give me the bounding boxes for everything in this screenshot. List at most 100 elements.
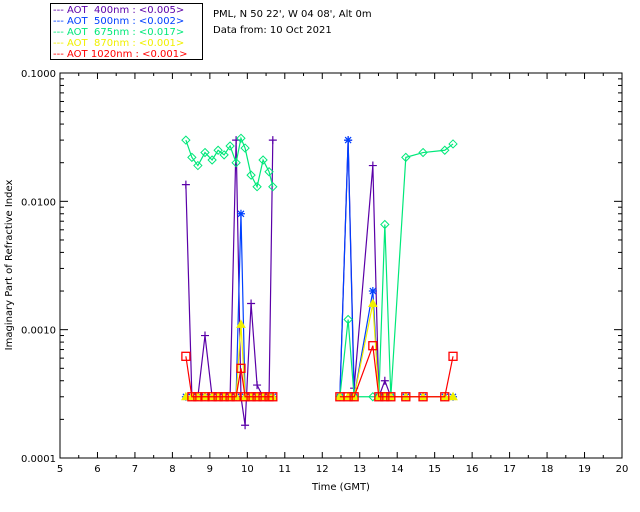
x-tick-label: 6: [94, 464, 100, 475]
x-tick-label: 15: [428, 464, 441, 475]
series-675nm: [335, 139, 458, 402]
square-marker: [236, 363, 246, 373]
diamond-marker: [448, 139, 458, 149]
diamond-marker: [213, 145, 223, 155]
series-675nm: [181, 133, 278, 192]
diamond-marker: [268, 182, 278, 192]
legend-item: --- AOT 675nm : <0.017>: [53, 27, 185, 38]
square-marker: [349, 392, 359, 402]
square-marker: [252, 392, 262, 402]
square-marker: [448, 351, 458, 361]
square-marker: [246, 392, 256, 402]
diamond-marker: [264, 167, 274, 177]
x-tick-label: 19: [578, 464, 591, 475]
diamond-marker: [207, 155, 217, 165]
legend-item: --- AOT 400nm : <0.005>: [53, 5, 185, 16]
series-line: [339, 143, 454, 398]
diamond-marker: [219, 150, 229, 160]
square-marker: [181, 351, 191, 361]
x-tick-label: 17: [503, 464, 516, 475]
site-info: PML, N 50 22', W 04 08', Alt 0m Data fro…: [213, 7, 372, 39]
x-tick-label: 5: [57, 464, 63, 475]
diamond-marker: [231, 157, 241, 168]
plus-marker: [253, 381, 262, 390]
square-marker: [240, 392, 250, 402]
plus-marker: [181, 180, 190, 189]
plus-marker: [200, 331, 209, 340]
square-marker: [268, 392, 278, 402]
x-tick-label: 9: [207, 464, 213, 475]
triangle-marker: [367, 298, 378, 307]
square-marker: [440, 392, 450, 402]
y-tick-label: 0.1000: [21, 69, 56, 80]
diamond-marker: [252, 182, 262, 192]
square-marker: [231, 392, 241, 402]
diamond-marker: [236, 133, 246, 143]
square-marker: [374, 392, 384, 402]
series-line: [185, 213, 273, 398]
diamond-marker: [193, 160, 203, 171]
diamond-marker: [187, 152, 197, 163]
x-tick-label: 14: [391, 464, 404, 475]
triangle-marker: [448, 391, 458, 401]
legend-item: --- AOT 500nm : <0.002>: [53, 16, 185, 27]
plus-marker: [268, 136, 277, 145]
square-marker: [213, 392, 223, 402]
series-1020nm: [335, 341, 458, 402]
x-tick-label: 12: [316, 464, 329, 475]
square-marker: [368, 341, 378, 351]
x-tick-label: 7: [132, 464, 138, 475]
star-marker: [236, 209, 245, 218]
series-1020nm: [181, 351, 278, 402]
square-marker: [187, 392, 197, 402]
location-text: PML, N 50 22', W 04 08', Alt 0m: [213, 9, 372, 20]
diamond-marker: [418, 147, 428, 158]
x-tick-label: 8: [169, 464, 175, 475]
series-line: [185, 136, 274, 189]
x-tick-label: 11: [278, 464, 291, 475]
square-marker: [380, 392, 390, 402]
diamond-marker: [246, 170, 256, 180]
y-tick-label: 0.0100: [21, 197, 56, 208]
y-tick-label: 0.0001: [21, 454, 56, 465]
x-tick-label: 20: [616, 464, 629, 475]
square-marker: [386, 392, 396, 402]
triangle-marker: [236, 319, 246, 328]
y-tick-label: 0.0010: [21, 326, 56, 337]
square-marker: [225, 392, 235, 402]
plus-marker: [247, 299, 256, 308]
diamond-marker: [380, 219, 390, 230]
plus-marker: [380, 376, 389, 385]
diamond-marker: [401, 152, 411, 163]
diamond-marker: [225, 141, 235, 151]
series-line: [185, 140, 274, 426]
square-marker: [193, 392, 203, 402]
square-marker: [207, 392, 217, 402]
square-marker: [219, 392, 229, 402]
star-marker: [344, 136, 353, 145]
square-marker: [343, 392, 353, 402]
square-marker: [418, 392, 428, 402]
star-marker: [368, 287, 377, 296]
square-marker: [258, 392, 268, 402]
diamond-marker: [240, 143, 250, 153]
square-marker: [401, 392, 411, 402]
series-400nm: [181, 136, 277, 430]
diamond-marker: [181, 135, 191, 145]
plus-marker: [241, 421, 250, 430]
x-tick-label: 18: [541, 464, 554, 475]
x-tick-label: 10: [241, 464, 254, 475]
diamond-marker: [258, 155, 268, 165]
legend-item: --- AOT 1020nm : <0.001>: [53, 49, 188, 60]
diamond-marker: [440, 145, 450, 155]
x-axis-label: Time (GMT): [311, 482, 370, 493]
x-tick-label: 16: [466, 464, 479, 475]
series-500nm: [181, 209, 277, 401]
legend: --- AOT 400nm : <0.005> --- AOT 500nm : …: [50, 3, 203, 60]
diamond-marker: [343, 314, 353, 325]
y-axis-label: Imaginary Part of Refractive Index: [4, 180, 15, 351]
date-text: Data from: 10 Oct 2021: [213, 25, 332, 36]
square-marker: [200, 392, 210, 402]
